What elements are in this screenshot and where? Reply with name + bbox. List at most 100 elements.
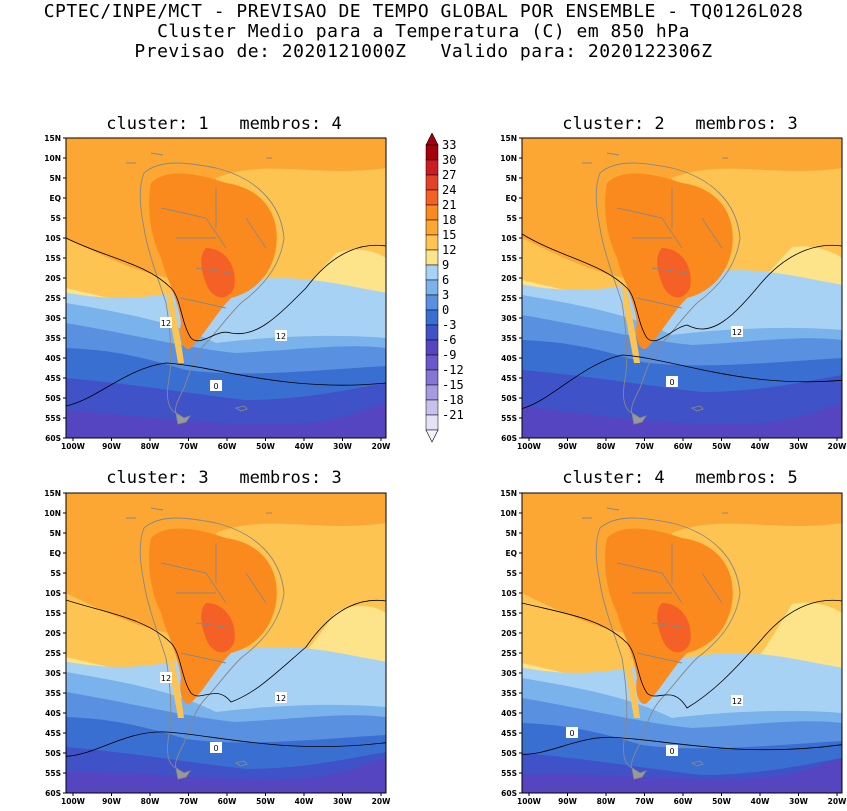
temperature-colorbar: 33 30 27 24 21 18 15 12 9 6 3 0 -3 -6 -9 -12 -15 -18 -21	[420, 132, 480, 447]
lat-tick-label: 30S	[45, 314, 61, 323]
colorbar-label: -18	[442, 393, 464, 407]
svg-text:12: 12	[276, 332, 286, 341]
svg-text:0: 0	[213, 382, 218, 391]
figure-title-line3: Previsao de: 2020121000Z Valido para: 20…	[134, 41, 713, 62]
colorbar-label: 24	[442, 183, 456, 197]
contour-lines	[522, 599, 842, 755]
lat-tick-label: 50S	[45, 394, 61, 403]
lat-tick-label: 30S	[501, 669, 517, 678]
lat-tick-label: 60S	[501, 789, 517, 798]
andes-strip	[622, 283, 640, 363]
lon-tick-label: 90W	[102, 797, 121, 806]
lat-tick-label: 55S	[501, 414, 517, 423]
lat-tick-label: 50S	[45, 749, 61, 758]
band-minus-6	[66, 758, 386, 793]
colorbar-swatch	[425, 384, 439, 401]
lon-tick-label: 100W	[517, 442, 542, 451]
colorbar-swatch	[425, 339, 439, 356]
band-18	[522, 138, 842, 281]
lat-tick-label: 10N	[44, 154, 61, 163]
lat-tick-label: 10N	[500, 154, 517, 163]
lon-tick-label: 70W	[635, 797, 654, 806]
lat-tick-label: 15N	[44, 489, 61, 498]
lat-tick-label: 60S	[501, 434, 517, 443]
lat-tick-label: 35S	[501, 334, 517, 343]
colorbar-label: 9	[442, 258, 449, 272]
colorbar-swatch	[425, 399, 439, 416]
lat-tick-label: 5N	[506, 529, 518, 538]
colorbar-label: -12	[442, 363, 464, 377]
map-svg: 12 0 15N 10N 5N EQ 5S 10S 15S 20S 25S 30S 35S 40S 45S 5…	[500, 134, 847, 451]
lat-tick-label: 15N	[500, 489, 517, 498]
panel-title-cluster-2: cluster: 2 membros: 3	[562, 114, 798, 134]
contour-0	[66, 731, 386, 757]
svg-text:0: 0	[669, 747, 674, 756]
colorbar-swatch	[425, 279, 439, 296]
lat-tick-label: 15S	[501, 254, 517, 263]
contour-label: 12	[160, 672, 172, 683]
lat-tick-label: 10S	[501, 234, 517, 243]
lon-tick-label: 40W	[751, 442, 770, 451]
colorbar-label: 30	[442, 153, 456, 167]
contour-label: 12	[275, 692, 287, 703]
map-panel-cluster-3: 12 12 0 15N 10N 5N EQ 5S 10S 15S 20S 25S 30S 35S 40S 45…	[30, 489, 392, 811]
svg-text:12: 12	[732, 328, 742, 337]
colorbar-label: 27	[442, 168, 456, 182]
lat-tick-label: 40S	[45, 354, 61, 363]
colorbar-swatch	[425, 354, 439, 371]
contour-lines	[66, 237, 386, 407]
contour-label: 0	[566, 727, 578, 738]
lat-tick-label: EQ	[50, 549, 62, 558]
lat-tick-label: 25S	[501, 294, 517, 303]
lon-tick-label: 30W	[333, 797, 352, 806]
lat-tick-label: 50S	[501, 394, 517, 403]
contour-label: 0	[666, 745, 678, 756]
country-borders	[126, 152, 285, 425]
lon-tick-label: 80W	[597, 797, 616, 806]
contour-lines	[66, 599, 386, 757]
svg-text:12: 12	[732, 697, 742, 706]
continent-24	[657, 248, 691, 298]
lon-tick-label: 40W	[751, 797, 770, 806]
contour-lines	[522, 233, 842, 410]
svg-text:12: 12	[161, 319, 171, 328]
lon-tick-label: 100W	[517, 797, 542, 806]
map-svg: 12 12 0 15N 10N 5N EQ 5S 10S 15S 20S 25S 30S 35S 40S 45…	[44, 134, 391, 451]
lon-tick-label: 100W	[61, 442, 86, 451]
lat-tick-label: 50S	[501, 749, 517, 758]
lat-tick-label: 60S	[45, 789, 61, 798]
map-panel-cluster-4: 12 0 0 15N 10N 5N EQ 5S 10S 15S 20S 25S 30S 35S 40S 45S…	[486, 489, 847, 811]
colorbar-label: 21	[442, 198, 456, 212]
lon-tick-label: 80W	[141, 797, 160, 806]
lon-tick-label: 60W	[674, 442, 693, 451]
lon-tick-label: 40W	[295, 442, 314, 451]
lon-tick-label: 30W	[333, 442, 352, 451]
lat-tick-label: 20S	[501, 629, 517, 638]
contour-label: 12	[160, 317, 172, 328]
lat-tick-label: 5N	[50, 529, 62, 538]
map-frame	[65, 492, 387, 794]
panel-title-cluster-1: cluster: 1 membros: 4	[106, 114, 342, 134]
lat-tick-label: 20S	[45, 274, 61, 283]
lat-tick-label: 15S	[45, 254, 61, 263]
colorbar-label: 6	[442, 273, 449, 287]
lat-tick-label: 10S	[45, 589, 61, 598]
lon-tick-label: 60W	[218, 797, 237, 806]
contour-0	[522, 736, 842, 755]
lat-tick-label: 10S	[45, 234, 61, 243]
colorbar-label: 33	[442, 138, 456, 152]
colorbar-arrow-top	[425, 132, 439, 146]
lat-tick-label: 5S	[50, 214, 61, 223]
lon-tick-label: 50W	[256, 442, 275, 451]
lat-tick-label: 40S	[45, 709, 61, 718]
contour-label: 12	[731, 695, 743, 706]
lat-tick-label: 25S	[45, 294, 61, 303]
panel-title-cluster-3: cluster: 3 membros: 3	[106, 468, 342, 488]
continent-24	[201, 248, 235, 298]
lon-tick-label: 70W	[179, 442, 198, 451]
lat-tick-label: 45S	[501, 729, 517, 738]
contour-12	[522, 233, 842, 342]
colorbar-label: -21	[442, 408, 464, 422]
lat-tick-label: EQ	[506, 194, 518, 203]
map-svg: 12 0 0 15N 10N 5N EQ 5S 10S 15S 20S 25S 30S 35S 40S 45S…	[500, 489, 847, 806]
